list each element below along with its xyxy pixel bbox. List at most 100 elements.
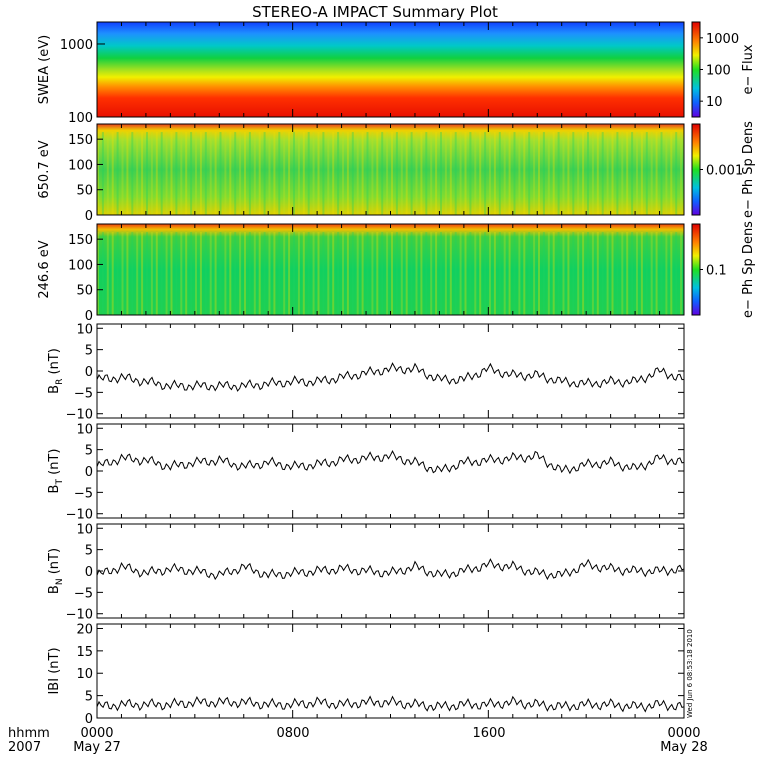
y-tick-label: 5 (85, 344, 93, 359)
time-tick-label: 0000 (80, 726, 113, 741)
spectrogram-streak (371, 232, 374, 315)
colorbar-label: e− Ph Sp Dens (741, 121, 756, 218)
spectrogram-image (97, 22, 684, 117)
y-axis-label: BR (nT) (47, 348, 65, 394)
spectrogram-streak (636, 232, 638, 315)
colorbar-tick-label: 0.001 (706, 164, 743, 179)
y-tick-label: 100 (68, 111, 93, 126)
data-line (96, 558, 685, 581)
spectrogram-streak (518, 232, 521, 315)
spectrogram-streak (572, 232, 575, 315)
spectrogram-streak (616, 232, 619, 315)
spectrogram-streak (381, 232, 384, 315)
spectrogram-streak (400, 132, 403, 215)
date-tick-label: May 28 (660, 740, 708, 755)
spectrogram-streak (346, 132, 349, 215)
spectrogram-streak (665, 232, 668, 315)
spectrogram-streak (410, 132, 413, 215)
spectrogram-streak (479, 232, 482, 315)
y-tick-label: −10 (66, 408, 93, 423)
colorbar-tick-label: 1000 (706, 32, 739, 47)
spectrogram-streak (459, 232, 462, 315)
spectrogram-streak (606, 132, 609, 215)
spectrogram-streak (645, 132, 648, 215)
y-tick-label: 0 (85, 209, 93, 224)
spectrogram-streak (106, 232, 109, 315)
spectrogram-streak (464, 132, 467, 215)
spectrogram-streak (513, 232, 516, 315)
spectrogram-streak (405, 132, 408, 215)
spectrogram-streak (449, 232, 452, 315)
spectrogram-streak (631, 232, 634, 315)
spectrogram-streak (493, 232, 496, 315)
y-tick-label: 150 (68, 233, 93, 248)
spectrogram-streak (248, 132, 251, 215)
spectrogram-streak (146, 232, 148, 315)
spectrogram-streak (288, 132, 291, 215)
spectrogram-streak (253, 132, 256, 215)
spectrogram-streak (562, 232, 565, 315)
spectrogram-streak (660, 232, 663, 315)
spectrogram-streak (498, 232, 501, 315)
spectrogram-streak (454, 232, 457, 315)
spectrogram-streak (582, 132, 585, 215)
spectrogram-streak (640, 132, 643, 215)
spectrogram-streak (538, 132, 540, 215)
y-tick-label: −10 (66, 508, 93, 523)
spectrogram-streak (361, 132, 364, 215)
spectrogram-streak (533, 232, 536, 315)
spectrogram-streak (204, 132, 207, 215)
spectrogram-streak (317, 232, 320, 315)
spectrogram-streak (518, 132, 521, 215)
spectrogram-streak (528, 232, 531, 315)
spectrogram-streak (415, 232, 418, 315)
spectrogram-streak (577, 132, 580, 215)
spectrogram-streak (469, 232, 472, 315)
data-line (96, 449, 685, 475)
spectrogram-streak (611, 232, 614, 315)
spectrogram-streak (420, 132, 423, 215)
spectrogram-streak (283, 132, 286, 215)
spectrogram-streak (101, 132, 104, 215)
spectrogram-streak (381, 132, 384, 215)
spectrogram-streak (244, 232, 246, 315)
spectrogram-streak (675, 132, 678, 215)
spectrogram-streak (322, 232, 325, 315)
spectrogram-streak (195, 232, 197, 315)
spectrogram-streak (160, 232, 163, 315)
spectrogram-streak (170, 132, 173, 215)
y-tick-label: 0 (85, 365, 93, 380)
spectrogram-streak (234, 132, 237, 215)
spectrogram-streak (660, 132, 663, 215)
spectrogram-streak (533, 132, 536, 215)
spectrogram-streak (596, 132, 599, 215)
spectrogram-streak (293, 132, 295, 215)
spectrogram-streak (332, 132, 335, 215)
spectrogram-streak (116, 132, 119, 215)
spectrogram-streak (307, 232, 310, 315)
colorbar-label: e− Flux (741, 44, 756, 94)
y-tick-label: 5 (85, 690, 93, 705)
spectrogram-streak (224, 132, 227, 215)
spectrogram-streak (415, 132, 418, 215)
spectrogram-streak (307, 132, 310, 215)
spectrogram-streak (351, 232, 354, 315)
colorbar-tick-label: 100 (706, 64, 731, 79)
spectrogram-streak (327, 132, 330, 215)
spectrogram-streak (640, 232, 643, 315)
spectrogram-streak (111, 232, 114, 315)
y-axis-label: 650.7 eV (37, 140, 52, 198)
spectrogram-streak (121, 232, 124, 315)
y-tick-label: −5 (74, 586, 93, 601)
spectrogram-streak (587, 132, 589, 215)
spectrogram-streak (356, 232, 359, 315)
spectrogram-streak (229, 132, 232, 215)
spectrogram-streak (146, 132, 148, 215)
spectrogram-image (97, 124, 684, 215)
spectrogram-streak (302, 232, 305, 315)
spectrogram-streak (665, 132, 668, 215)
spectrogram-streak (680, 232, 683, 315)
